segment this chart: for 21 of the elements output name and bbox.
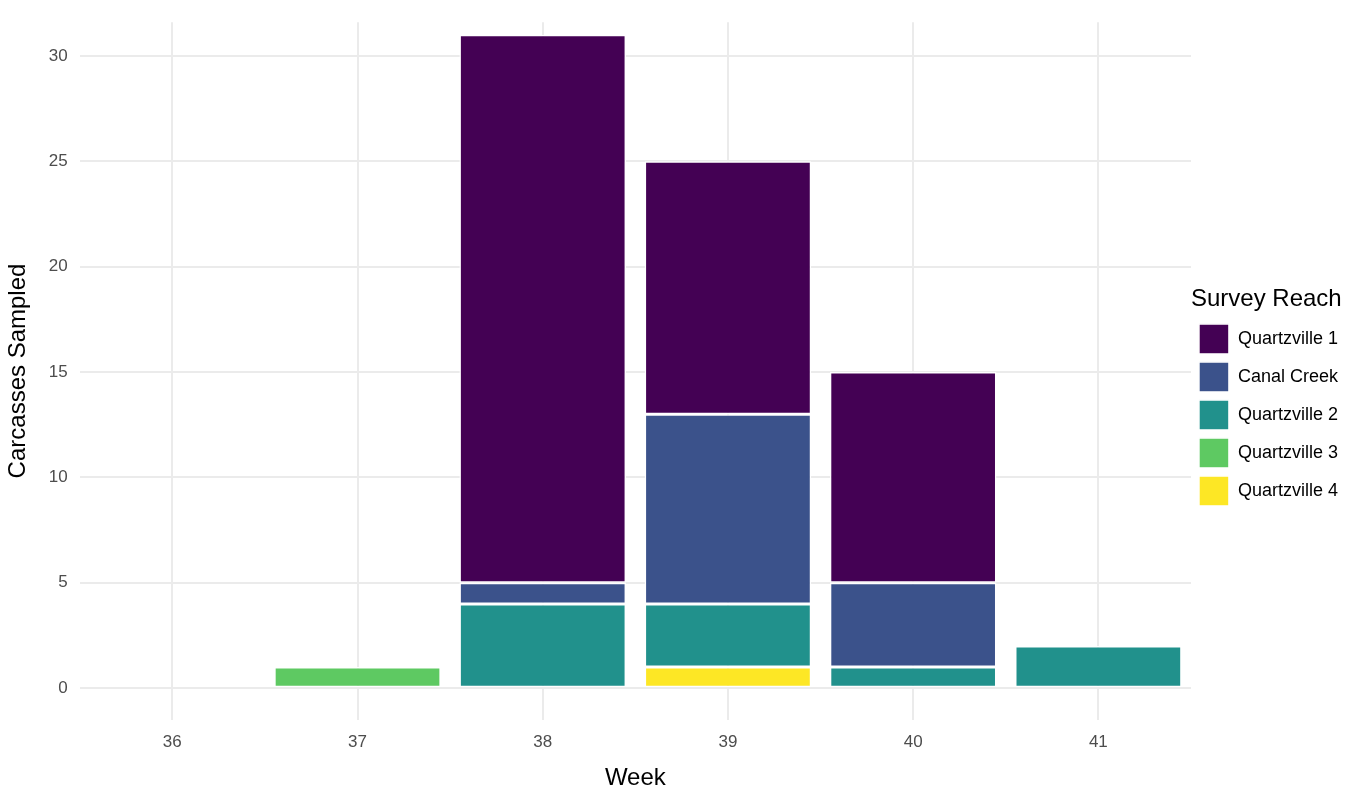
y-tick-label: 0 <box>58 677 68 697</box>
legend-label: Quartzville 2 <box>1237 403 1338 424</box>
x-tick-label: 38 <box>533 731 553 751</box>
x-tick-label: 37 <box>348 731 367 751</box>
x-axis-title: Week <box>604 763 667 791</box>
y-tick-label: 30 <box>48 45 68 65</box>
y-tick-label: 15 <box>48 361 68 381</box>
y-tick-label: 20 <box>48 256 68 276</box>
x-tick-label: 36 <box>162 731 182 751</box>
y-tick-label: 25 <box>48 150 68 170</box>
x-tick-label: 39 <box>718 731 738 751</box>
y-tick-label: 10 <box>48 467 68 487</box>
legend-label: Quartzville 4 <box>1237 479 1338 500</box>
legend-title: Survey Reach <box>1190 283 1342 311</box>
legend-label: Quartzville 1 <box>1237 327 1338 348</box>
legend-label: Canal Creek <box>1237 365 1339 386</box>
legend-label: Quartzville 3 <box>1237 441 1338 462</box>
y-tick-label: 5 <box>58 572 68 592</box>
x-tick-label: 40 <box>903 731 923 751</box>
y-axis-title: Carcasses Sampled <box>3 263 31 479</box>
x-tick-label: 41 <box>1088 731 1108 751</box>
